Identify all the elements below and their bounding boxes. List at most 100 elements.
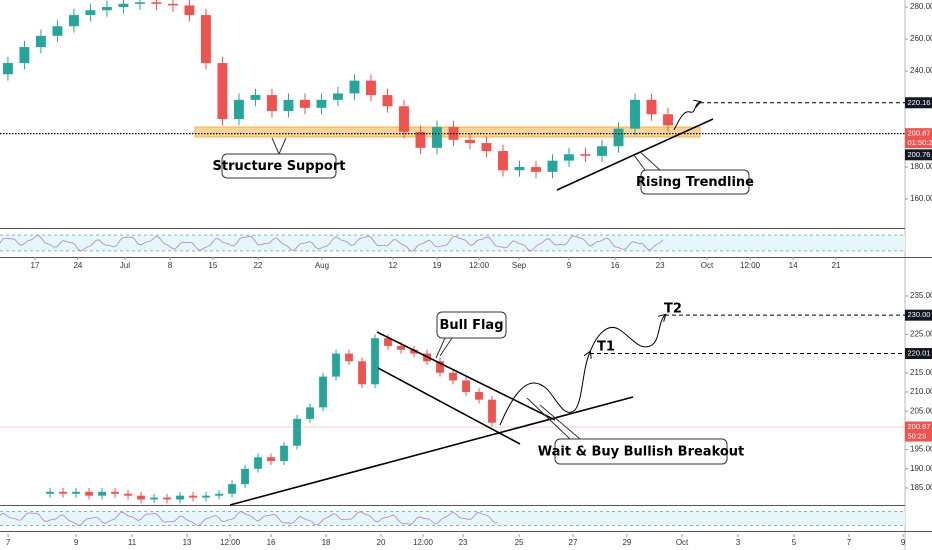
axes-layer: 160.00 180.00 240.00 260.00 280.00 17 24 Jul 8 15… xyxy=(6,2,932,547)
x-tick-label: 12 xyxy=(388,261,397,270)
annotation-box xyxy=(554,438,728,465)
candle-body xyxy=(241,468,249,485)
candle-body xyxy=(410,349,418,354)
candle-body xyxy=(124,493,132,496)
candle-body xyxy=(163,497,171,500)
candle-body xyxy=(137,495,145,500)
x-tick-label: 15 xyxy=(208,261,217,270)
candle-body xyxy=(46,491,54,494)
candle-body xyxy=(300,99,310,108)
candle-body xyxy=(580,154,591,156)
candle-body xyxy=(449,372,457,381)
candle-body xyxy=(184,5,195,16)
countdown: 01:50:23 xyxy=(908,138,932,147)
candle-body xyxy=(345,353,353,362)
x-tick-label: 12:00 xyxy=(740,261,761,270)
candle-body xyxy=(85,491,93,496)
indicator-line xyxy=(0,235,664,252)
candle-body xyxy=(663,114,673,126)
x-tick-label: 20 xyxy=(377,538,386,547)
price-label-box xyxy=(905,309,932,321)
countdown: 50:23 xyxy=(908,432,927,441)
callout-pointer xyxy=(633,154,646,171)
candle-body xyxy=(316,99,327,108)
annotation: Bull Flag xyxy=(439,318,503,333)
candle-body xyxy=(333,93,343,100)
candle-body xyxy=(465,139,475,144)
candle-body xyxy=(2,63,13,75)
candle-body xyxy=(382,95,393,107)
candle-body xyxy=(35,35,46,48)
x-tick-label: Oct xyxy=(701,261,714,270)
x-tick-label: Oct xyxy=(676,538,689,547)
candle-body xyxy=(481,143,492,152)
candle-body xyxy=(332,353,340,377)
candle-body xyxy=(72,491,80,494)
price-label: 200.76 xyxy=(908,150,931,159)
y-tick-label: 160.00 xyxy=(910,194,932,203)
x-tick-label: 11 xyxy=(128,538,137,547)
x-tick-label: Jul xyxy=(120,261,130,270)
candle-body xyxy=(293,418,301,446)
callout-pointer xyxy=(435,337,446,359)
x-tick-label: 5 xyxy=(792,538,797,547)
x-tick-label: 12:00 xyxy=(413,538,434,547)
candle-body xyxy=(547,160,558,172)
candle-body xyxy=(111,491,119,494)
candle-body xyxy=(531,167,541,172)
candle-body xyxy=(646,99,657,115)
x-tick-label: 21 xyxy=(832,261,841,270)
candle-body xyxy=(462,380,470,392)
price-label: 200.87 xyxy=(908,422,931,431)
candle-body xyxy=(366,80,376,96)
x-tick-label: 12:00 xyxy=(469,261,490,270)
candle-body xyxy=(202,495,210,498)
candle-body xyxy=(283,99,294,112)
candle-body xyxy=(564,154,574,161)
candle-body xyxy=(498,151,508,171)
candle-body xyxy=(134,2,145,4)
projection-path xyxy=(589,315,665,353)
candle-body xyxy=(358,361,366,385)
x-tick-label: 9 xyxy=(74,538,79,547)
candle-body xyxy=(280,445,288,462)
price-label-box xyxy=(905,348,932,360)
candle-body xyxy=(217,63,228,120)
rising-trendline xyxy=(556,118,714,191)
x-tick-label: 17 xyxy=(31,261,40,270)
candle-body xyxy=(436,361,444,373)
x-tick-label: Sep xyxy=(512,261,527,270)
y-tick-label: 280.00 xyxy=(910,2,932,11)
candle-body xyxy=(254,457,262,469)
price-label-box xyxy=(905,128,932,140)
callout-pointer xyxy=(526,397,571,440)
drawings: Structure Support Rising Trendline Bull … xyxy=(213,102,754,506)
indicator-line xyxy=(0,511,499,527)
candle-body xyxy=(101,7,112,11)
x-tick-label: 29 xyxy=(622,538,631,547)
x-tick-label: 23 xyxy=(656,261,665,270)
candle-body xyxy=(19,47,30,64)
callout-pointer xyxy=(439,337,453,357)
y-tick-label: 235.00 xyxy=(910,291,932,300)
x-tick-label: 9 xyxy=(567,261,572,270)
y-tick-label: 195.00 xyxy=(910,445,932,454)
price-label: 230.00 xyxy=(908,310,931,319)
x-tick-label: 19 xyxy=(433,261,442,270)
candle-body xyxy=(306,407,314,419)
flag-upper-line xyxy=(376,331,556,421)
x-tick-label: 13 xyxy=(183,538,192,547)
x-tick-label: 7 xyxy=(847,538,852,547)
candle-body xyxy=(98,491,106,496)
candle-body xyxy=(267,457,275,462)
y-tick-label: 185.00 xyxy=(910,483,932,492)
callout-pointer xyxy=(271,137,280,155)
target-label: T1 xyxy=(597,340,615,355)
flag-lower-line xyxy=(377,367,521,445)
candle-body xyxy=(613,128,624,147)
candle-body xyxy=(201,15,211,64)
candle-body xyxy=(597,146,607,156)
